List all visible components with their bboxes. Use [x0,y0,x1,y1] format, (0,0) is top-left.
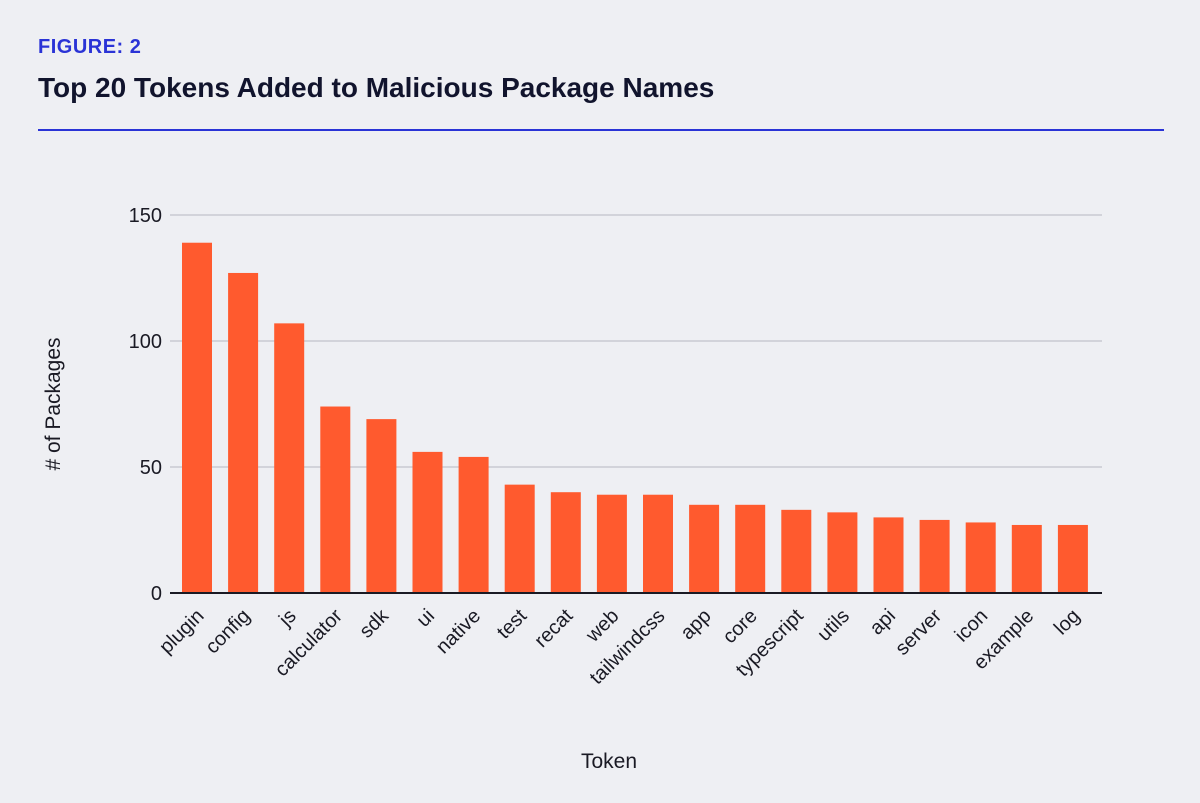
y-tick-label: 0 [151,583,162,605]
y-tick-label: 100 [129,331,162,353]
x-tick-label: icon [951,605,993,647]
x-tick-label: ui [412,605,439,632]
bar-example [1011,524,1042,593]
bar-web [596,494,627,593]
title-divider [38,129,1164,131]
x-tick-label: native [432,605,485,658]
gridlines [170,214,1102,468]
bar-plugin [182,242,212,593]
x-tick-label: recat [530,605,577,652]
y-axis-title: # of Packages [42,337,65,470]
x-tick-label: test [493,605,532,644]
bar-icon [965,522,996,593]
bar-recat [550,492,581,593]
y-axis-ticks: 0 50 100 150 [129,205,162,605]
x-tick-label: app [676,605,715,644]
x-tick-label: api [866,605,900,639]
bar-sdk [366,419,397,593]
x-tick-label: log [1050,605,1084,639]
figure-title: Top 20 Tokens Added to Malicious Package… [38,72,715,103]
bar-ui [412,451,443,593]
x-tick-label: config [201,605,254,658]
x-tick-label: server [891,605,946,660]
bar-tailwindcss [643,494,673,593]
bar-calculator [320,406,351,593]
bar-server [919,519,950,593]
bar-log [1057,524,1088,593]
bar-typescript [781,509,812,593]
figure-label: FIGURE: 2 [38,36,142,58]
x-tick-label: js [274,605,300,631]
bar-api [873,517,904,593]
y-tick-label: 50 [140,457,162,479]
x-tick-label: plugin [155,605,208,658]
bar-app [689,504,720,593]
x-axis-title: Token [581,750,637,773]
y-tick-label: 150 [129,205,162,227]
bar-test [504,484,535,593]
bar-native [458,456,489,593]
bar-core [735,504,766,593]
bars [182,242,1088,593]
bar-js [274,323,305,593]
x-tick-label: sdk [355,604,393,642]
bar-utils [827,512,858,593]
x-tick-label: utils [813,605,854,646]
bar-config [228,272,259,593]
